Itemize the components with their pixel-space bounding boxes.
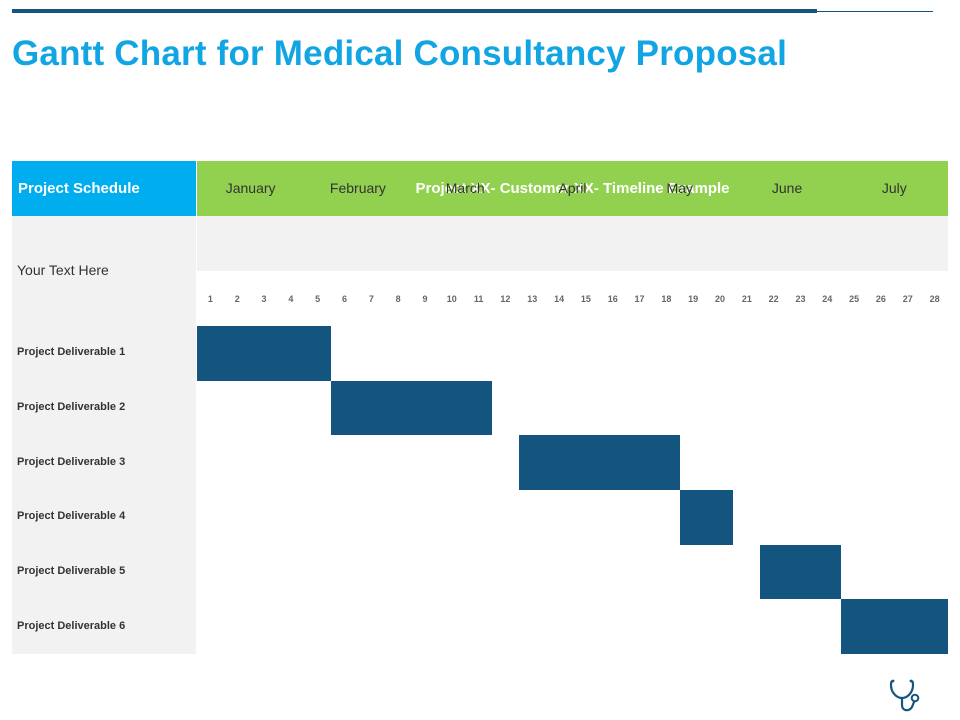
- task-bar-2: [331, 380, 493, 436]
- page-title: Gantt Chart for Medical Consultancy Prop…: [12, 34, 788, 73]
- day-label-11: 11: [473, 294, 484, 304]
- day-label-21: 21: [741, 294, 752, 304]
- gantt-chart: Project Schedule Project XX- Customer XX…: [12, 161, 948, 654]
- task-bar-1: [197, 326, 332, 381]
- day-label-18: 18: [661, 294, 672, 304]
- day-label-15: 15: [580, 294, 591, 304]
- day-label-17: 17: [634, 294, 645, 304]
- day-label-14: 14: [554, 294, 565, 304]
- months-band: [197, 216, 948, 271]
- day-label-12: 12: [500, 294, 511, 304]
- month-label-april: April: [558, 180, 587, 196]
- month-label-june: June: [771, 180, 803, 196]
- day-label-23: 23: [795, 294, 806, 304]
- day-label-4: 4: [288, 294, 294, 304]
- task-label-2: Project Deliverable 2: [17, 401, 126, 413]
- task-label-6: Project Deliverable 6: [17, 619, 126, 632]
- task-label-5: Project Deliverable 5: [17, 565, 126, 577]
- day-label-19: 19: [688, 294, 699, 304]
- day-label-10: 10: [446, 294, 457, 304]
- left-column-text: Your Text Here: [17, 262, 109, 278]
- day-label-5: 5: [315, 294, 321, 304]
- day-label-24: 24: [822, 294, 833, 304]
- task-bar-5: [760, 544, 841, 600]
- day-label-7: 7: [368, 294, 374, 304]
- day-label-28: 28: [929, 294, 940, 304]
- day-label-8: 8: [395, 294, 401, 304]
- month-label-february: February: [329, 180, 386, 196]
- day-label-2: 2: [234, 294, 240, 304]
- day-label-1: 1: [207, 294, 213, 304]
- day-label-26: 26: [875, 294, 886, 304]
- month-label-march: March: [445, 180, 485, 196]
- header-timeline: Project XX- Customer XX- Timeline Exampl…: [197, 161, 948, 216]
- top-rule-thin: [817, 11, 933, 12]
- task-bar-6: [840, 599, 948, 654]
- month-label-may: May: [666, 180, 693, 196]
- day-label-25: 25: [849, 294, 860, 304]
- task-label-1: Project Deliverable 1: [17, 346, 126, 359]
- month-label-july: July: [881, 180, 907, 196]
- day-label-9: 9: [422, 294, 428, 304]
- day-label-27: 27: [902, 294, 913, 304]
- left-column: Your Text Here: [12, 216, 196, 654]
- day-label-13: 13: [527, 294, 538, 304]
- stethoscope-icon: [889, 679, 920, 712]
- day-label-22: 22: [768, 294, 779, 304]
- month-label-january: January: [225, 180, 276, 196]
- task-bar-3: [518, 435, 680, 490]
- day-label-16: 16: [607, 294, 618, 304]
- task-bar-4: [679, 490, 734, 545]
- top-rule: [12, 9, 817, 13]
- header-project-schedule: Project Schedule: [12, 161, 196, 216]
- task-label-3: Project Deliverable 3: [17, 455, 126, 468]
- day-label-20: 20: [715, 294, 726, 304]
- day-label-3: 3: [261, 294, 267, 304]
- task-label-4: Project Deliverable 4: [17, 510, 126, 523]
- day-label-6: 6: [342, 294, 348, 304]
